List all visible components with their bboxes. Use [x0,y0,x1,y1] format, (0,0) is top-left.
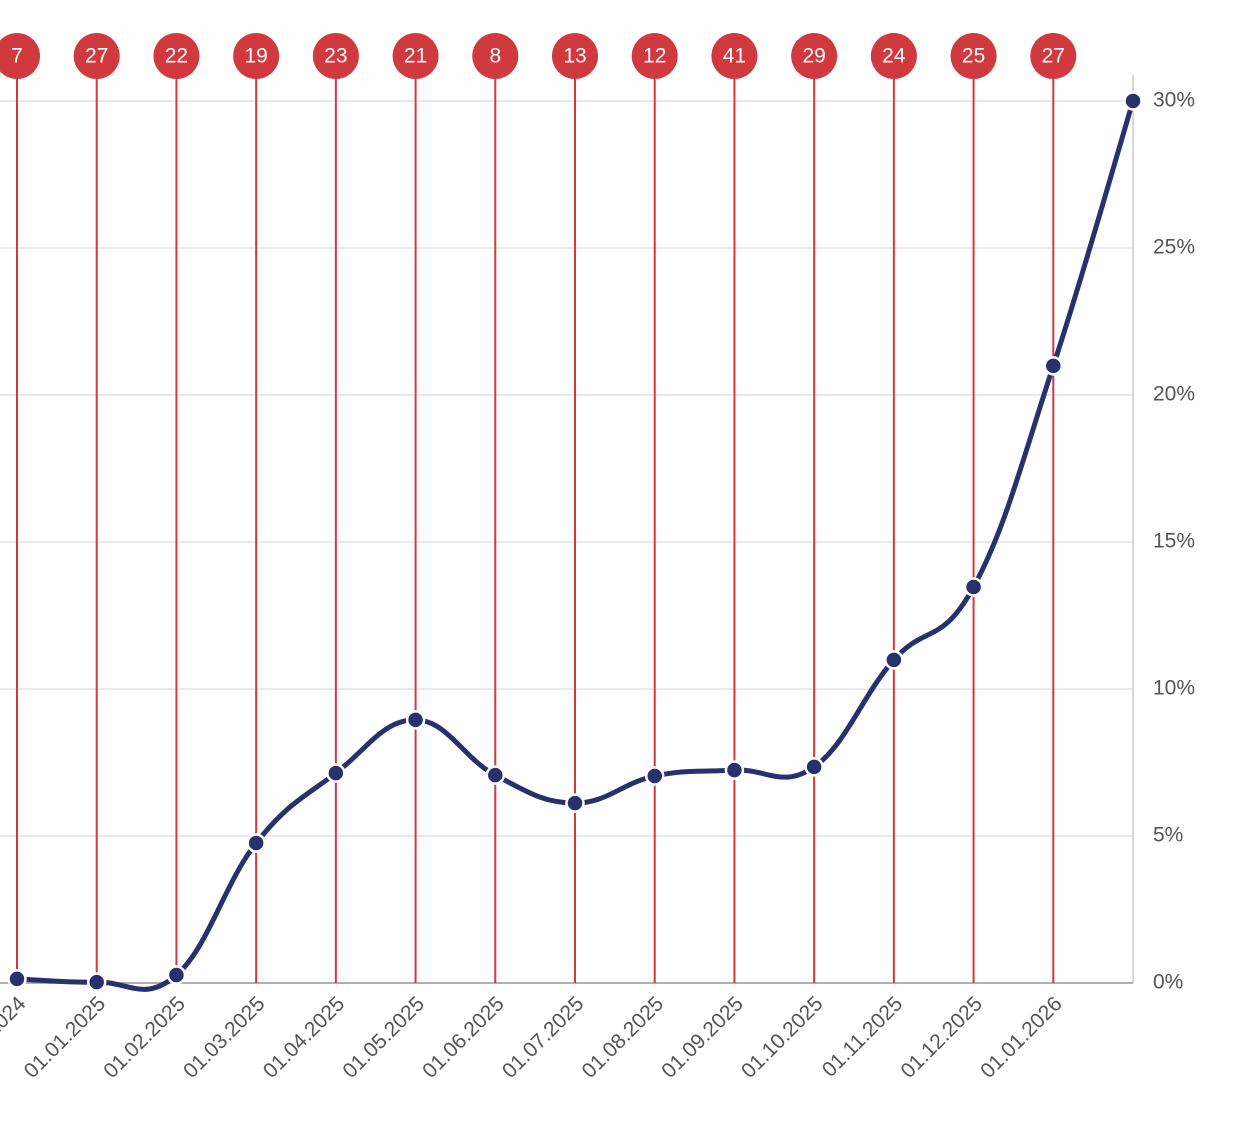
y-tick-label: 5% [1153,824,1183,847]
event-badge [631,33,678,79]
event-count: 7 [11,45,23,68]
point [86,972,107,992]
line [16,100,1136,992]
event-badge [870,33,917,79]
event-badge [552,33,598,79]
event-badge [950,33,997,79]
x-tick-label: 01.01.2026 [976,992,1067,1083]
y-tick-label: 10% [1153,677,1195,700]
x-tick-label: 01.08.2025 [578,992,669,1083]
point [7,969,27,989]
x-tick-label: 01.01.2025 [20,992,111,1083]
point [804,757,824,777]
event-count: 8 [489,45,501,68]
point [724,760,745,780]
x-tick-label: 01.03.2025 [179,992,270,1083]
point [246,833,266,853]
point [166,965,187,985]
x-tick-label: 01.07.2025 [498,992,589,1083]
x-tick-label: 01.12.2025 [896,992,987,1083]
event-count: 22 [165,45,188,68]
event-count: 27 [1042,45,1065,68]
x-tick-label: 01.05.2025 [338,992,429,1083]
event-count: 12 [643,45,666,68]
event-badge [711,33,758,79]
point [565,793,585,813]
event-count: 23 [324,45,347,68]
event-badge [472,33,519,79]
event-badge [1030,33,1077,79]
y-tick-label: 20% [1153,383,1195,406]
x-tick-label: 01.11.2025 [818,992,907,1081]
point [485,765,506,785]
event-badge [0,33,40,79]
event-badge [791,33,838,79]
point [884,650,904,670]
event-count: 19 [244,45,267,68]
event-badge [153,33,200,79]
event-badge [312,33,359,79]
event-count: 29 [802,45,825,68]
x-tick-label: 01.10.2025 [737,992,828,1083]
event-count: 27 [85,45,108,68]
y-tick-label: 0% [1153,971,1183,994]
event-badge [73,33,120,79]
event-count: 21 [404,45,427,68]
point [326,763,346,783]
y-tick-label: 25% [1153,236,1195,259]
point [963,577,984,597]
point [405,710,426,730]
event-count: 41 [723,45,746,68]
event-count: 24 [882,45,906,68]
event-count: 25 [962,45,985,68]
event-badge [233,33,280,79]
point [1123,91,1143,111]
x-tick-label: 01.04.2025 [259,992,350,1083]
x-tick-label: 01.02.2025 [99,992,190,1083]
y-tick-label: 15% [1153,530,1195,553]
event-badge [392,33,439,79]
event-count: 13 [563,45,586,68]
x-tick-label: 01.09.2025 [657,992,748,1083]
point [644,766,665,786]
x-tick-label: 01.06.2025 [418,992,509,1083]
y-tick-label: 30% [1153,89,1195,112]
point [1043,356,1064,376]
